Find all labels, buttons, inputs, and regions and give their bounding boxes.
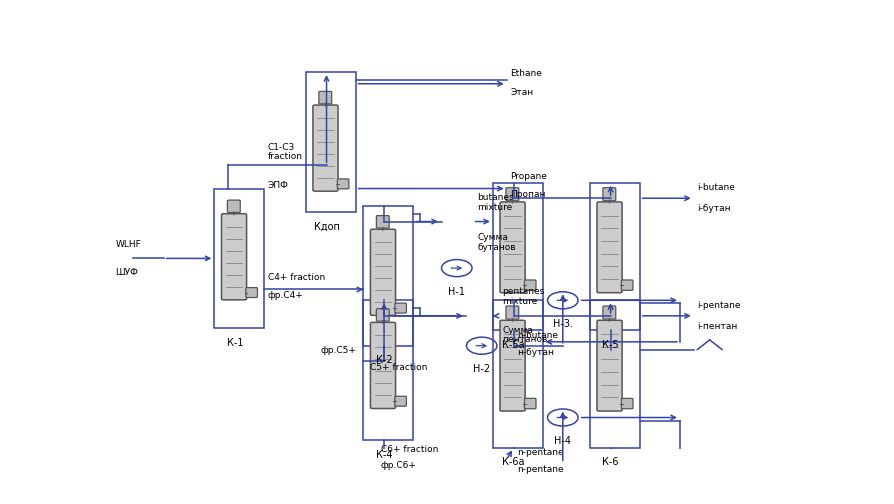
Bar <box>590 300 640 448</box>
Text: Propane: Propane <box>510 172 547 181</box>
Text: Сумма
бутанов: Сумма бутанов <box>477 233 516 252</box>
FancyBboxPatch shape <box>370 323 395 409</box>
Bar <box>306 72 356 212</box>
FancyBboxPatch shape <box>376 216 389 228</box>
FancyBboxPatch shape <box>222 214 247 300</box>
Text: Сумма
пентанов: Сумма пентанов <box>502 326 548 344</box>
Text: Кдоп: Кдоп <box>314 222 340 231</box>
Bar <box>215 188 264 328</box>
FancyBboxPatch shape <box>525 280 536 290</box>
FancyBboxPatch shape <box>227 200 240 213</box>
Text: К-5: К-5 <box>603 340 619 350</box>
Text: butanes
mixture: butanes mixture <box>477 193 514 212</box>
Text: фр.С5+: фр.С5+ <box>320 346 357 355</box>
Bar <box>363 300 413 440</box>
FancyBboxPatch shape <box>603 187 616 201</box>
Text: К-6а: К-6а <box>502 458 525 468</box>
Text: К-1: К-1 <box>227 338 243 348</box>
Text: n-pentane: n-pentane <box>517 449 564 458</box>
Text: Ethane: Ethane <box>510 69 542 78</box>
Bar <box>493 183 543 330</box>
Text: i-pentane: i-pentane <box>697 301 741 310</box>
Text: Н-2: Н-2 <box>473 364 490 374</box>
FancyBboxPatch shape <box>506 306 519 319</box>
Text: C1-C3
fraction: C1-C3 fraction <box>267 143 303 161</box>
FancyBboxPatch shape <box>370 229 395 316</box>
Text: К-5а: К-5а <box>502 340 525 350</box>
FancyBboxPatch shape <box>621 280 633 290</box>
Bar <box>590 183 640 330</box>
Text: К-6: К-6 <box>603 458 619 468</box>
FancyBboxPatch shape <box>395 396 407 406</box>
Text: n-butane: n-butane <box>517 331 558 340</box>
Text: Н-3.: Н-3. <box>552 319 573 329</box>
Text: WLHF: WLHF <box>115 240 141 248</box>
FancyBboxPatch shape <box>376 309 389 321</box>
Text: pentanes
mixture: pentanes mixture <box>502 287 544 306</box>
Text: ЭПФ: ЭПФ <box>267 181 289 190</box>
Text: i-butane: i-butane <box>697 183 735 193</box>
FancyBboxPatch shape <box>246 288 257 297</box>
Text: фр.С4+: фр.С4+ <box>267 291 303 300</box>
FancyBboxPatch shape <box>603 306 616 319</box>
FancyBboxPatch shape <box>597 320 622 411</box>
FancyBboxPatch shape <box>506 187 519 201</box>
FancyBboxPatch shape <box>525 398 536 409</box>
FancyBboxPatch shape <box>313 105 338 191</box>
Text: C6+ fraction: C6+ fraction <box>381 445 438 454</box>
Text: К-2: К-2 <box>375 355 392 365</box>
Text: Н-4: Н-4 <box>554 436 571 446</box>
FancyBboxPatch shape <box>621 398 633 409</box>
Text: Н-1: Н-1 <box>448 287 465 297</box>
FancyBboxPatch shape <box>597 202 622 293</box>
Bar <box>493 300 543 448</box>
Text: н-бутан: н-бутан <box>517 348 554 357</box>
FancyBboxPatch shape <box>500 320 525 411</box>
Text: ШУФ: ШУФ <box>115 268 138 277</box>
Text: К-4: К-4 <box>375 450 392 460</box>
Text: Этан: Этан <box>510 88 534 97</box>
Bar <box>363 206 413 346</box>
FancyBboxPatch shape <box>500 202 525 293</box>
FancyBboxPatch shape <box>319 91 332 104</box>
Text: i-пентан: i-пентан <box>697 322 738 331</box>
Text: фр.С6+: фр.С6+ <box>381 461 417 470</box>
FancyBboxPatch shape <box>395 303 407 313</box>
Text: i-бутан: i-бутан <box>697 204 730 213</box>
Text: n-pentane: n-pentane <box>517 465 564 474</box>
FancyBboxPatch shape <box>337 179 349 189</box>
Text: C5+ fraction: C5+ fraction <box>370 363 427 372</box>
Text: Пропан: Пропан <box>510 191 545 200</box>
Text: C4+ fraction: C4+ fraction <box>267 273 325 282</box>
